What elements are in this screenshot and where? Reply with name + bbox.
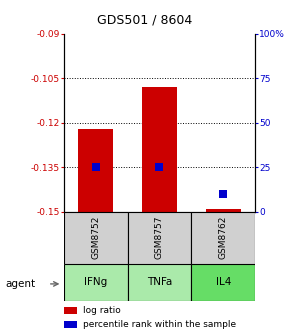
Point <box>221 191 226 197</box>
Text: percentile rank within the sample: percentile rank within the sample <box>83 320 236 329</box>
Bar <box>78 129 113 212</box>
Bar <box>206 209 241 212</box>
Text: GSM8757: GSM8757 <box>155 216 164 259</box>
Point <box>93 165 98 170</box>
Bar <box>128 264 191 301</box>
Bar <box>191 264 255 301</box>
Bar <box>64 212 128 264</box>
Text: GDS501 / 8604: GDS501 / 8604 <box>97 13 193 27</box>
Bar <box>142 87 177 212</box>
Text: GSM8752: GSM8752 <box>91 216 100 259</box>
Bar <box>191 212 255 264</box>
Point <box>157 165 162 170</box>
Text: log ratio: log ratio <box>83 306 121 315</box>
Text: GSM8762: GSM8762 <box>219 216 228 259</box>
Bar <box>64 322 77 328</box>
Bar <box>64 264 128 301</box>
Text: IFNg: IFNg <box>84 277 107 287</box>
Text: TNFa: TNFa <box>147 277 172 287</box>
Bar <box>128 212 191 264</box>
Text: agent: agent <box>6 279 36 289</box>
Text: IL4: IL4 <box>215 277 231 287</box>
Bar <box>64 307 77 314</box>
